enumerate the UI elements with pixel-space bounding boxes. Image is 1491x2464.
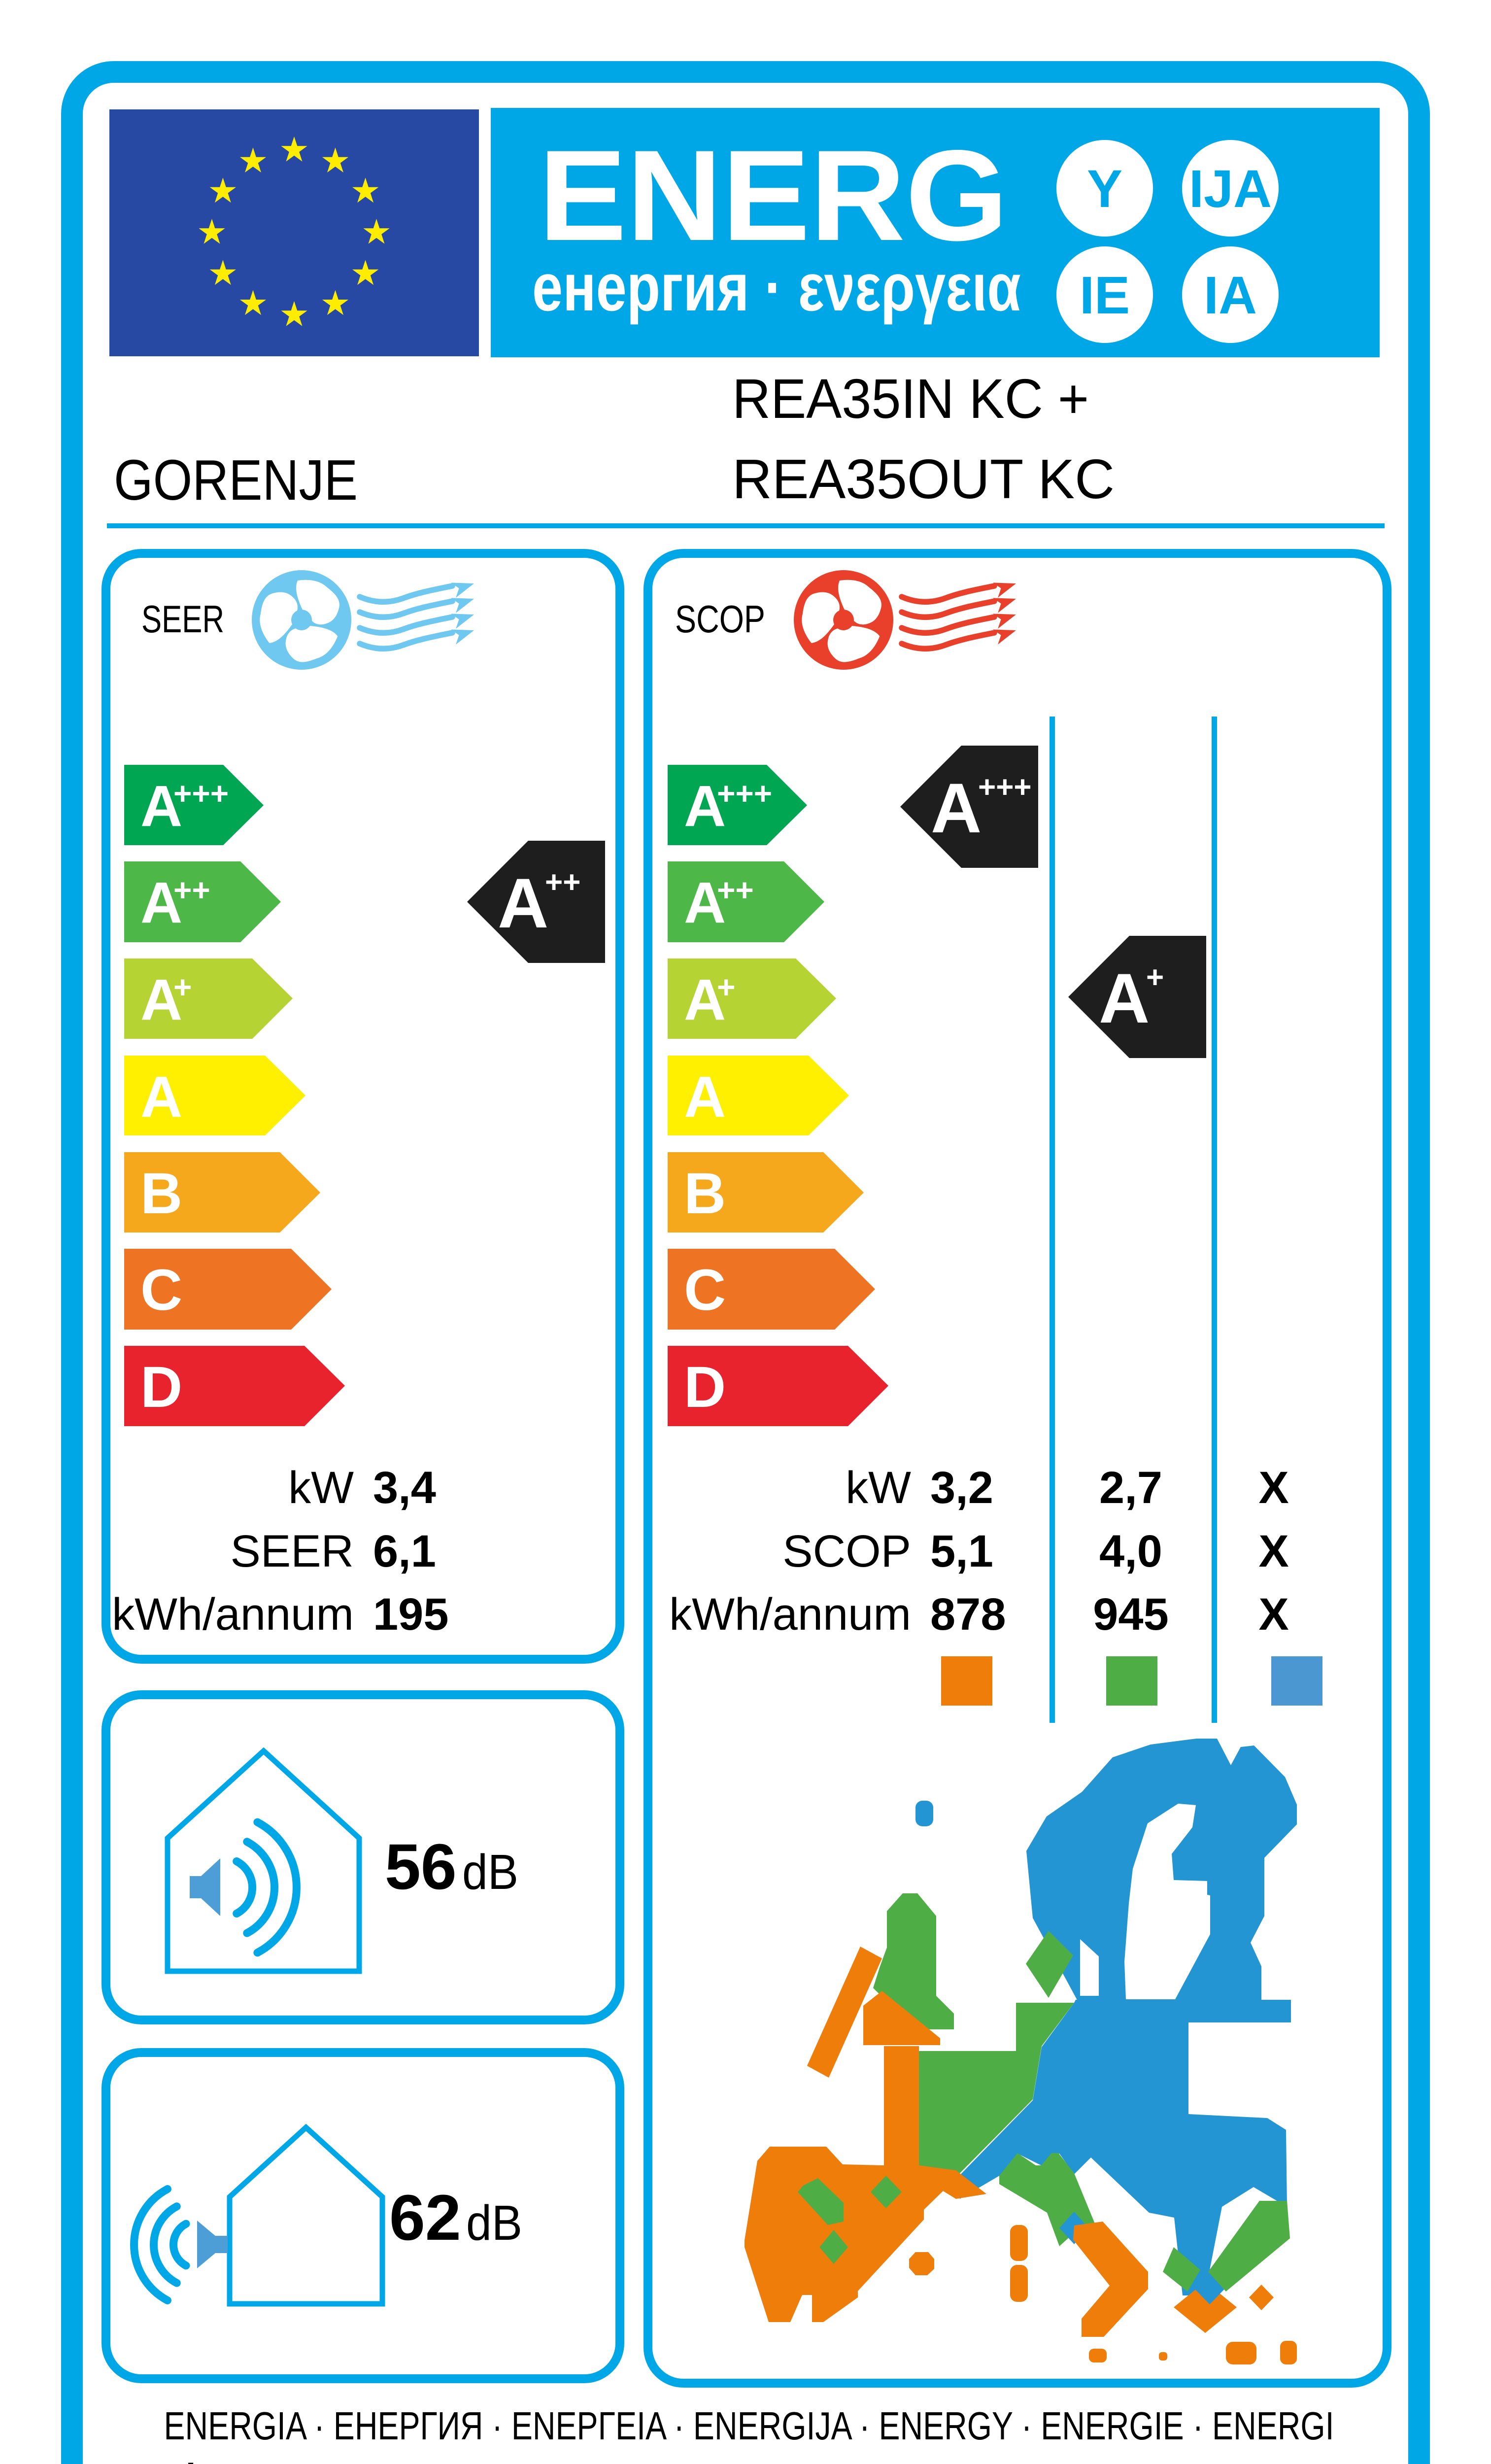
svg-text:ENERG: ENERG xyxy=(539,123,1008,268)
svg-text:GORENJE: GORENJE xyxy=(114,448,358,512)
svg-text:A: A xyxy=(140,870,182,935)
svg-text:++: ++ xyxy=(717,872,754,908)
svg-text:kWh/annum: kWh/annum xyxy=(669,1589,911,1640)
svg-text:A: A xyxy=(140,967,182,1032)
svg-text:A: A xyxy=(684,870,726,935)
svg-text:B: B xyxy=(140,1161,182,1226)
svg-text:C: C xyxy=(140,1258,182,1323)
svg-text:ENERGIA · ЕНЕРГИЯ · ΕΝΕΡΓΕΙΑ ·: ENERGIA · ЕНЕРГИЯ · ΕΝΕΡΓΕΙΑ · ENERGIJA … xyxy=(164,2404,1334,2448)
svg-text:195: 195 xyxy=(373,1589,449,1640)
svg-text:REA35IN KC +: REA35IN KC + xyxy=(732,368,1089,430)
svg-text:A: A xyxy=(140,774,182,839)
svg-text:3,4: 3,4 xyxy=(373,1463,436,1513)
svg-text:kWh/annum: kWh/annum xyxy=(112,1589,354,1640)
svg-text:878: 878 xyxy=(930,1589,1006,1640)
svg-text:6,1: 6,1 xyxy=(373,1526,436,1576)
svg-text:++: ++ xyxy=(173,872,210,908)
svg-text:dB: dB xyxy=(462,1845,518,1900)
svg-text:A: A xyxy=(931,769,982,848)
svg-text:C: C xyxy=(684,1258,726,1323)
svg-text:X: X xyxy=(1258,1463,1288,1513)
svg-text:+++: +++ xyxy=(717,776,772,811)
svg-text:IJA: IJA xyxy=(1189,159,1272,218)
svg-text:+: + xyxy=(1146,960,1164,994)
svg-text:SCOP: SCOP xyxy=(675,597,765,641)
svg-text:SEER: SEER xyxy=(141,597,224,641)
svg-text:4,0: 4,0 xyxy=(1099,1526,1162,1576)
svg-text:REA35OUT KC: REA35OUT KC xyxy=(732,448,1115,510)
svg-text:+++: +++ xyxy=(173,776,229,811)
svg-text:+: + xyxy=(717,969,735,1005)
svg-text:5,1: 5,1 xyxy=(930,1526,993,1576)
svg-text:2,7: 2,7 xyxy=(1099,1463,1162,1513)
svg-text:++: ++ xyxy=(545,865,580,899)
svg-text:енергия · ενεργεια: енергия · ενεργεια xyxy=(532,250,1021,325)
svg-text:D: D xyxy=(684,1355,726,1420)
svg-text:626/2011: 626/2011 xyxy=(110,2453,287,2464)
svg-text:A: A xyxy=(684,774,726,839)
svg-text:SCOP: SCOP xyxy=(782,1526,911,1576)
svg-text:X: X xyxy=(1258,1589,1288,1640)
svg-text:kW: kW xyxy=(846,1463,911,1513)
svg-text:A: A xyxy=(140,1064,182,1129)
svg-text:SEER: SEER xyxy=(230,1526,354,1576)
svg-text:3,2: 3,2 xyxy=(930,1463,993,1513)
svg-text:A: A xyxy=(684,967,726,1032)
svg-text:+++: +++ xyxy=(978,770,1032,804)
svg-text:A: A xyxy=(498,864,548,943)
svg-text:X: X xyxy=(1258,1526,1288,1576)
svg-text:kW: kW xyxy=(288,1463,354,1513)
svg-text:56: 56 xyxy=(385,1830,457,1903)
svg-text:dB: dB xyxy=(466,2195,522,2251)
svg-text:+: + xyxy=(173,969,192,1005)
svg-text:62: 62 xyxy=(389,2181,461,2254)
svg-text:945: 945 xyxy=(1093,1589,1169,1640)
svg-text:D: D xyxy=(140,1355,182,1420)
svg-text:B: B xyxy=(684,1161,726,1226)
svg-text:A: A xyxy=(1099,959,1150,1038)
svg-text:Y: Y xyxy=(1087,159,1122,218)
svg-text:A: A xyxy=(684,1064,726,1129)
svg-text:IE: IE xyxy=(1080,265,1130,325)
svg-text:IA: IA xyxy=(1204,265,1257,325)
